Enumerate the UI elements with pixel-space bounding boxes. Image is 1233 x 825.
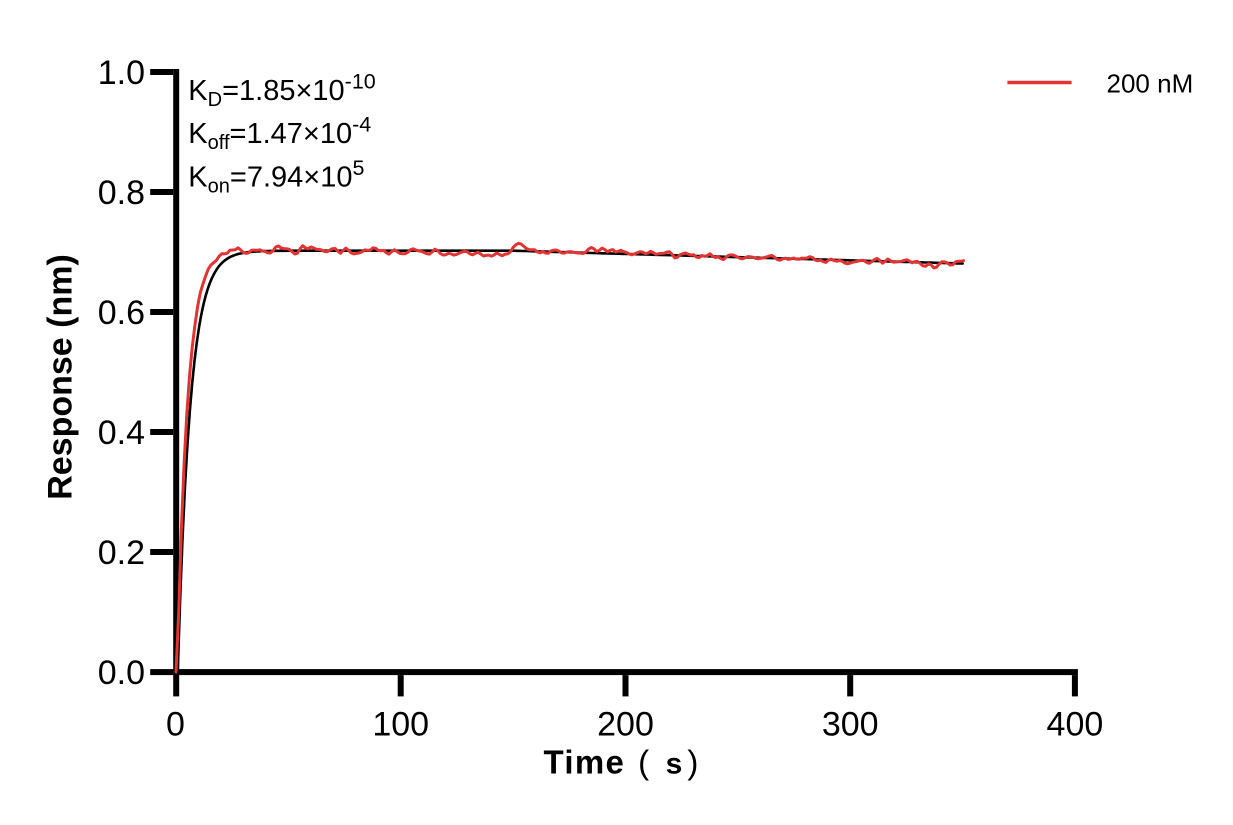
- svg-text:0.0: 0.0: [98, 654, 145, 692]
- svg-text:400: 400: [1047, 705, 1104, 743]
- svg-text:200: 200: [597, 705, 654, 743]
- svg-text:KD=1.85×10-10: KD=1.85×10-10: [188, 69, 375, 111]
- svg-text:Time(s): Time(s): [544, 743, 699, 780]
- svg-text:0.8: 0.8: [98, 174, 145, 212]
- svg-text:300: 300: [822, 705, 879, 743]
- svg-text:0.6: 0.6: [98, 294, 145, 332]
- svg-text:200 nM: 200 nM: [1107, 68, 1194, 98]
- svg-text:100: 100: [372, 705, 429, 743]
- svg-text:0: 0: [166, 705, 185, 743]
- svg-text:0.2: 0.2: [98, 534, 145, 572]
- svg-text:1.0: 1.0: [98, 54, 145, 92]
- svg-text:Kon=7.94×105: Kon=7.94×105: [188, 156, 364, 198]
- svg-text:0.4: 0.4: [98, 414, 145, 452]
- svg-text:Response (nm): Response (nm): [42, 254, 80, 500]
